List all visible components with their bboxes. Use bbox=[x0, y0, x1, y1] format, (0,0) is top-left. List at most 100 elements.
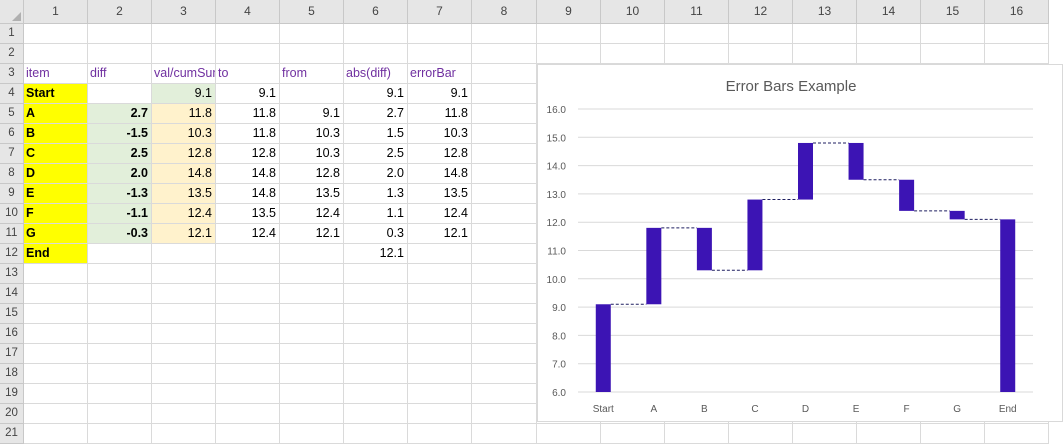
column-header-14[interactable]: 14 bbox=[857, 0, 921, 24]
row-header-5[interactable]: 5 bbox=[0, 104, 24, 124]
cell[interactable] bbox=[472, 324, 537, 344]
cell-from[interactable]: 12.4 bbox=[280, 204, 344, 224]
cell-item[interactable]: C bbox=[24, 144, 88, 164]
cell-diff[interactable]: -1.1 bbox=[88, 204, 152, 224]
cell[interactable] bbox=[472, 204, 537, 224]
cell[interactable] bbox=[216, 424, 280, 444]
header-errorbar[interactable]: errorBar bbox=[408, 64, 472, 84]
cell[interactable] bbox=[280, 384, 344, 404]
column-header-10[interactable]: 10 bbox=[601, 0, 665, 24]
cell[interactable] bbox=[280, 284, 344, 304]
cell[interactable] bbox=[472, 304, 537, 324]
cell[interactable] bbox=[537, 24, 601, 44]
cell-val[interactable]: 12.8 bbox=[152, 144, 216, 164]
cell[interactable] bbox=[152, 364, 216, 384]
cell[interactable] bbox=[408, 384, 472, 404]
cell[interactable] bbox=[152, 44, 216, 64]
cell[interactable] bbox=[472, 224, 537, 244]
cell[interactable] bbox=[472, 24, 537, 44]
cell[interactable] bbox=[601, 24, 665, 44]
cell[interactable] bbox=[601, 44, 665, 64]
cell-abs[interactable]: 1.1 bbox=[344, 204, 408, 224]
row-header-12[interactable]: 12 bbox=[0, 244, 24, 264]
column-header-13[interactable]: 13 bbox=[793, 0, 857, 24]
cell[interactable] bbox=[24, 44, 88, 64]
cell[interactable] bbox=[152, 324, 216, 344]
cell-from[interactable]: 10.3 bbox=[280, 144, 344, 164]
cell[interactable] bbox=[408, 304, 472, 324]
header-from[interactable]: from bbox=[280, 64, 344, 84]
cell-to[interactable]: 13.5 bbox=[216, 204, 280, 224]
column-header-7[interactable]: 7 bbox=[408, 0, 472, 24]
column-header-9[interactable]: 9 bbox=[537, 0, 601, 24]
cell[interactable] bbox=[152, 344, 216, 364]
cell[interactable] bbox=[24, 364, 88, 384]
cell-abs[interactable]: 1.3 bbox=[344, 184, 408, 204]
cell[interactable] bbox=[729, 44, 793, 64]
cell-err[interactable]: 10.3 bbox=[408, 124, 472, 144]
cell[interactable] bbox=[24, 304, 88, 324]
cell[interactable] bbox=[216, 344, 280, 364]
cell[interactable] bbox=[472, 44, 537, 64]
cell[interactable] bbox=[472, 284, 537, 304]
cell[interactable] bbox=[408, 24, 472, 44]
cell-abs[interactable]: 2.7 bbox=[344, 104, 408, 124]
cell[interactable] bbox=[665, 24, 729, 44]
row-header-16[interactable]: 16 bbox=[0, 324, 24, 344]
cell[interactable] bbox=[472, 384, 537, 404]
cell[interactable] bbox=[472, 404, 537, 424]
header-diff[interactable]: diff bbox=[88, 64, 152, 84]
cell-diff[interactable] bbox=[88, 244, 152, 264]
cell[interactable] bbox=[344, 404, 408, 424]
cell[interactable] bbox=[280, 324, 344, 344]
cell[interactable] bbox=[216, 24, 280, 44]
error-bars-chart[interactable]: Error Bars Example 6.0 7.0 8.0 9.0 10.0 11.0 12… bbox=[537, 64, 1063, 422]
column-header-1[interactable]: 1 bbox=[24, 0, 88, 24]
cell-to[interactable]: 14.8 bbox=[216, 164, 280, 184]
row-header-15[interactable]: 15 bbox=[0, 304, 24, 324]
cell-val[interactable]: 12.4 bbox=[152, 204, 216, 224]
row-header-18[interactable]: 18 bbox=[0, 364, 24, 384]
cell-val[interactable]: 13.5 bbox=[152, 184, 216, 204]
cell-val[interactable]: 14.8 bbox=[152, 164, 216, 184]
cell[interactable] bbox=[472, 164, 537, 184]
cell[interactable] bbox=[729, 24, 793, 44]
cell[interactable] bbox=[472, 424, 537, 444]
cell-diff[interactable]: 2.0 bbox=[88, 164, 152, 184]
cell[interactable] bbox=[665, 424, 729, 444]
cell[interactable] bbox=[344, 44, 408, 64]
cell-to[interactable]: 9.1 bbox=[216, 84, 280, 104]
row-header-7[interactable]: 7 bbox=[0, 144, 24, 164]
cell[interactable] bbox=[793, 424, 857, 444]
cell[interactable] bbox=[88, 344, 152, 364]
cell-from[interactable]: 9.1 bbox=[280, 104, 344, 124]
column-header-2[interactable]: 2 bbox=[88, 0, 152, 24]
cell-err[interactable]: 13.5 bbox=[408, 184, 472, 204]
cell-diff[interactable]: 2.5 bbox=[88, 144, 152, 164]
cell-err[interactable]: 11.8 bbox=[408, 104, 472, 124]
cell[interactable] bbox=[88, 384, 152, 404]
cell[interactable] bbox=[280, 264, 344, 284]
cell[interactable] bbox=[472, 184, 537, 204]
cell-item[interactable]: F bbox=[24, 204, 88, 224]
cell[interactable] bbox=[472, 84, 537, 104]
cell[interactable] bbox=[152, 24, 216, 44]
header-item[interactable]: item bbox=[24, 64, 88, 84]
cell[interactable] bbox=[24, 284, 88, 304]
cell[interactable] bbox=[921, 24, 985, 44]
cell-err[interactable]: 12.4 bbox=[408, 204, 472, 224]
cell-to[interactable]: 12.4 bbox=[216, 224, 280, 244]
row-header-4[interactable]: 4 bbox=[0, 84, 24, 104]
header-val-cumsum[interactable]: val/cumSum bbox=[152, 64, 216, 84]
cell-item[interactable]: End bbox=[24, 244, 88, 264]
cell[interactable] bbox=[152, 404, 216, 424]
cell[interactable] bbox=[88, 324, 152, 344]
cell[interactable] bbox=[472, 124, 537, 144]
header-to[interactable]: to bbox=[216, 64, 280, 84]
column-header-12[interactable]: 12 bbox=[729, 0, 793, 24]
cell[interactable] bbox=[472, 244, 537, 264]
cell[interactable] bbox=[152, 304, 216, 324]
cell-from[interactable]: 12.1 bbox=[280, 224, 344, 244]
row-header-20[interactable]: 20 bbox=[0, 404, 24, 424]
cell[interactable] bbox=[408, 404, 472, 424]
